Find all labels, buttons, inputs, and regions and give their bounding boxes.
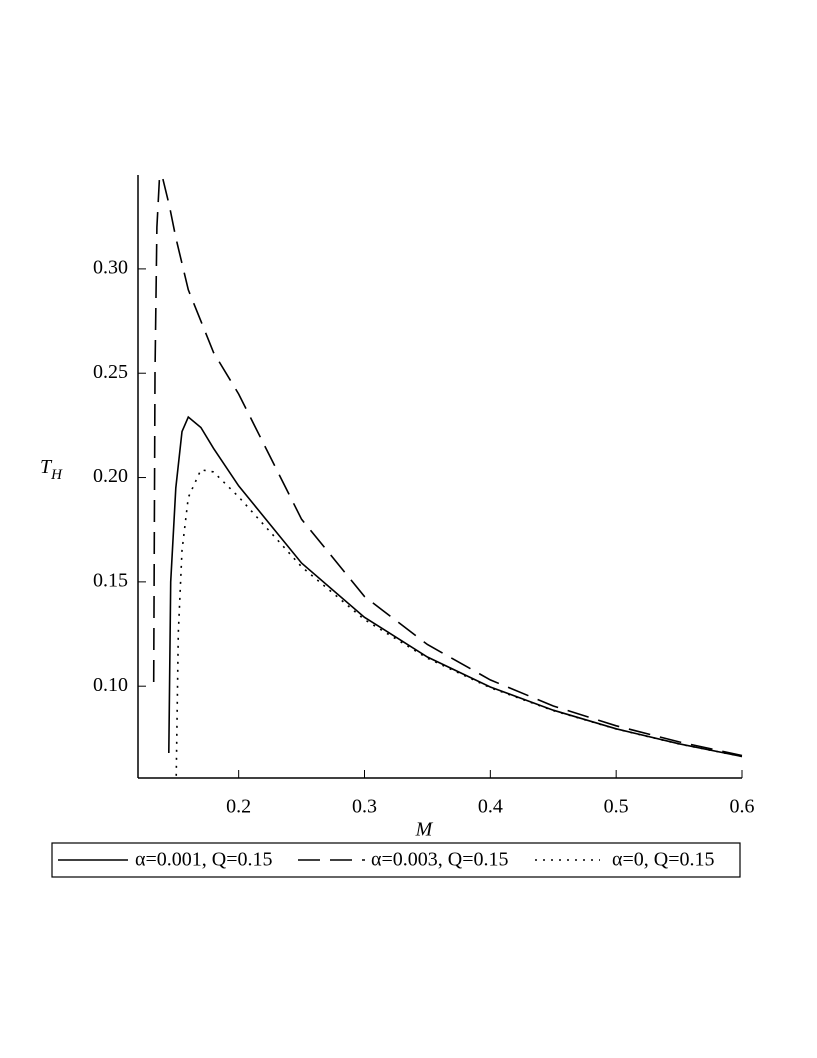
x-tick-label: 0.4: [478, 796, 503, 818]
y-axis-label: TH: [40, 456, 63, 484]
legend-label: α=0, Q=0.15: [612, 849, 714, 871]
x-tick-label: 0.3: [352, 796, 377, 818]
x-axis-label: M: [415, 819, 434, 841]
y-label-sub: H: [50, 467, 63, 483]
y-tick-label: 0.20: [93, 465, 128, 487]
series-line: [175, 468, 743, 778]
y-tick-label: 0.30: [93, 256, 128, 278]
legend-box: [51, 842, 741, 878]
y-tick-label: 0.15: [93, 569, 128, 591]
y-tick-label: 0.25: [93, 361, 128, 383]
legend-label: α=0.001, Q=0.15: [135, 849, 272, 871]
x-tick-label: 0.6: [730, 796, 755, 818]
y-tick-label: 0.10: [93, 674, 128, 696]
legend-label: α=0.003, Q=0.15: [371, 849, 508, 871]
x-tick-label: 0.2: [226, 796, 251, 818]
series-line: [168, 415, 743, 758]
series-line: [152, 172, 743, 757]
y-label-main: T: [40, 456, 53, 478]
x-tick-label: 0.5: [604, 796, 629, 818]
plot-area: [152, 172, 743, 778]
